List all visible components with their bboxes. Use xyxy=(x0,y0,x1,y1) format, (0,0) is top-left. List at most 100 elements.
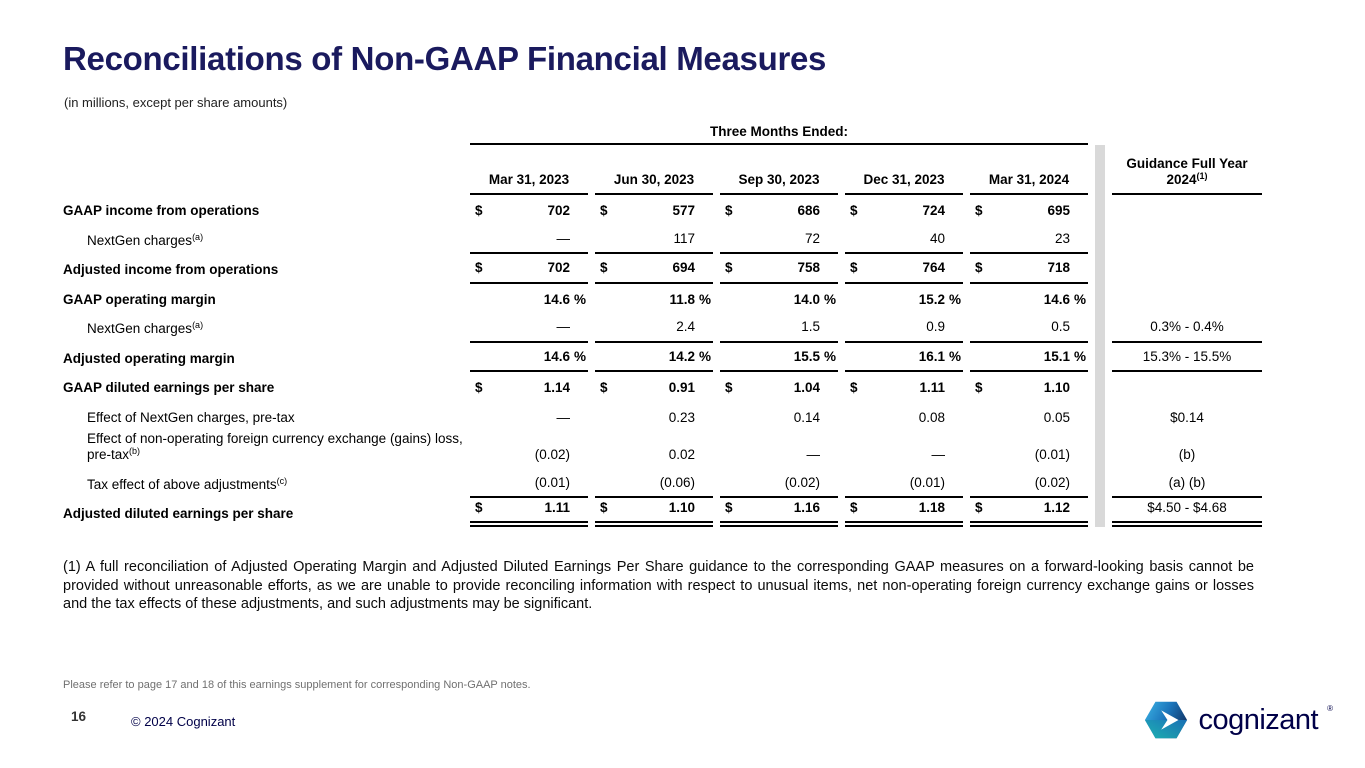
table-cell: 0.14 xyxy=(720,402,838,432)
row-label-text: Adjusted diluted earnings per share xyxy=(63,506,294,522)
footnote-marker: (b) xyxy=(129,446,141,457)
cell-value: 0.02 xyxy=(668,447,695,463)
currency-symbol: $ xyxy=(975,260,983,276)
table-cell: 16.1% xyxy=(845,343,963,372)
table-cell: $1.12 xyxy=(970,498,1088,528)
cell-value: 72 xyxy=(804,230,820,246)
guidance-value: (b) xyxy=(1178,447,1196,463)
currency-symbol: $ xyxy=(600,260,608,276)
cell-value: 2.4 xyxy=(676,319,695,335)
table-cell: 15.2% xyxy=(845,284,963,314)
cell-value: 718 xyxy=(1047,260,1070,276)
guidance-cell: 0.3% - 0.4% xyxy=(1112,313,1262,343)
row-label-text: NextGen charges(a) xyxy=(87,231,204,248)
percent-symbol: % xyxy=(949,348,962,364)
cell-value: — xyxy=(556,230,571,246)
table-cell: $1.14 xyxy=(470,372,588,402)
currency-symbol: $ xyxy=(850,380,858,396)
currency-symbol: $ xyxy=(475,260,483,276)
cell-value: 1.04 xyxy=(793,380,820,396)
cell-value: 0.5 xyxy=(1051,319,1070,335)
cell-value: 16.1 xyxy=(918,348,945,364)
row-label: Effect of NextGen charges, pre-tax xyxy=(63,402,463,432)
guidance-column-header: Guidance Full Year 2024(1) xyxy=(1112,124,1262,195)
percent-symbol: % xyxy=(1074,348,1087,364)
table-cell: — xyxy=(470,313,588,343)
table-cell: 15.1% xyxy=(970,343,1088,372)
percent-symbol: % xyxy=(949,291,962,307)
row-label: Adjusted diluted earnings per share xyxy=(63,498,463,528)
cell-value: (0.02) xyxy=(534,447,570,463)
percent-symbol: % xyxy=(699,291,712,307)
table-cell: 0.08 xyxy=(845,402,963,432)
cell-value: 15.2 xyxy=(918,291,945,307)
cell-value: — xyxy=(556,319,571,335)
table-cell: 15.5% xyxy=(720,343,838,372)
row-label: NextGen charges(a) xyxy=(63,225,463,255)
footnote-marker: (a) xyxy=(192,320,204,331)
cell-value: 1.11 xyxy=(544,500,570,516)
table-cell: 2.4 xyxy=(595,313,713,343)
group-header: Three Months Ended: xyxy=(470,124,1088,145)
column-header: Mar 31, 2023 xyxy=(470,145,588,195)
percent-symbol: % xyxy=(574,348,587,364)
table-cell: $702 xyxy=(470,195,588,225)
cognizant-wordmark: cognizant xyxy=(1198,703,1319,736)
row-label: NextGen charges(a) xyxy=(63,313,463,343)
table-cell: — xyxy=(470,402,588,432)
table-cell: 0.23 xyxy=(595,402,713,432)
row-label: Effect of non-operating foreign currency… xyxy=(63,431,463,468)
table-cell: 0.02 xyxy=(595,431,713,468)
row-label-text: Effect of NextGen charges, pre-tax xyxy=(87,409,295,425)
row-label: GAAP diluted earnings per share xyxy=(63,372,463,402)
column-header: Dec 31, 2023 xyxy=(845,145,963,195)
table-cell: $702 xyxy=(470,254,588,284)
currency-symbol: $ xyxy=(475,500,483,516)
currency-symbol: $ xyxy=(975,203,983,219)
currency-symbol: $ xyxy=(850,260,858,276)
currency-symbol: $ xyxy=(600,380,608,396)
cell-value: (0.06) xyxy=(659,474,695,490)
table-cell: $1.10 xyxy=(970,372,1088,402)
table-cell: 14.0% xyxy=(720,284,838,314)
table-cell: (0.02) xyxy=(470,431,588,468)
cell-value: 0.08 xyxy=(918,409,945,425)
cell-value: 15.5 xyxy=(793,348,820,364)
guidance-value: 0.3% - 0.4% xyxy=(1150,319,1224,335)
table-cell: 14.6% xyxy=(470,343,588,372)
row-label-text: NextGen charges(a) xyxy=(87,320,204,337)
percent-symbol: % xyxy=(574,291,587,307)
guidance-cell: (b) xyxy=(1112,431,1262,468)
table-cell: 0.05 xyxy=(970,402,1088,432)
row-label: Adjusted operating margin xyxy=(63,343,463,373)
cell-value: 1.10 xyxy=(668,500,695,516)
table-cell: $1.16 xyxy=(720,498,838,528)
cell-value: 1.14 xyxy=(543,380,570,396)
table-cell: $1.11 xyxy=(470,498,588,528)
row-label: GAAP operating margin xyxy=(63,284,463,314)
currency-symbol: $ xyxy=(725,380,733,396)
copyright-text: © 2024 Cognizant xyxy=(131,714,236,729)
registered-mark: ® xyxy=(1327,703,1333,713)
footnote-marker: (c) xyxy=(276,475,288,486)
cell-value: 0.23 xyxy=(668,409,695,425)
table-cell: 0.9 xyxy=(845,313,963,343)
cell-value: 1.12 xyxy=(1043,500,1070,516)
cell-value: (0.02) xyxy=(1034,474,1070,490)
financial-table: Three Months Ended: Guidance Full Year 202… xyxy=(63,124,1262,528)
reference-note: Please refer to page 17 and 18 of this e… xyxy=(63,679,531,691)
cell-value: — xyxy=(931,447,946,463)
cell-value: 0.9 xyxy=(926,319,945,335)
cell-value: 1.18 xyxy=(918,500,945,516)
table-cell: $764 xyxy=(845,254,963,284)
currency-symbol: $ xyxy=(475,380,483,396)
cell-value: 14.6 xyxy=(543,348,570,364)
table-cell: — xyxy=(845,431,963,468)
cell-value: 1.11 xyxy=(919,380,945,396)
currency-symbol: $ xyxy=(725,500,733,516)
table-cell: $0.91 xyxy=(595,372,713,402)
cognizant-logo-icon xyxy=(1143,697,1189,743)
cell-value: 1.10 xyxy=(1043,380,1070,396)
guidance-cell xyxy=(1112,284,1262,314)
